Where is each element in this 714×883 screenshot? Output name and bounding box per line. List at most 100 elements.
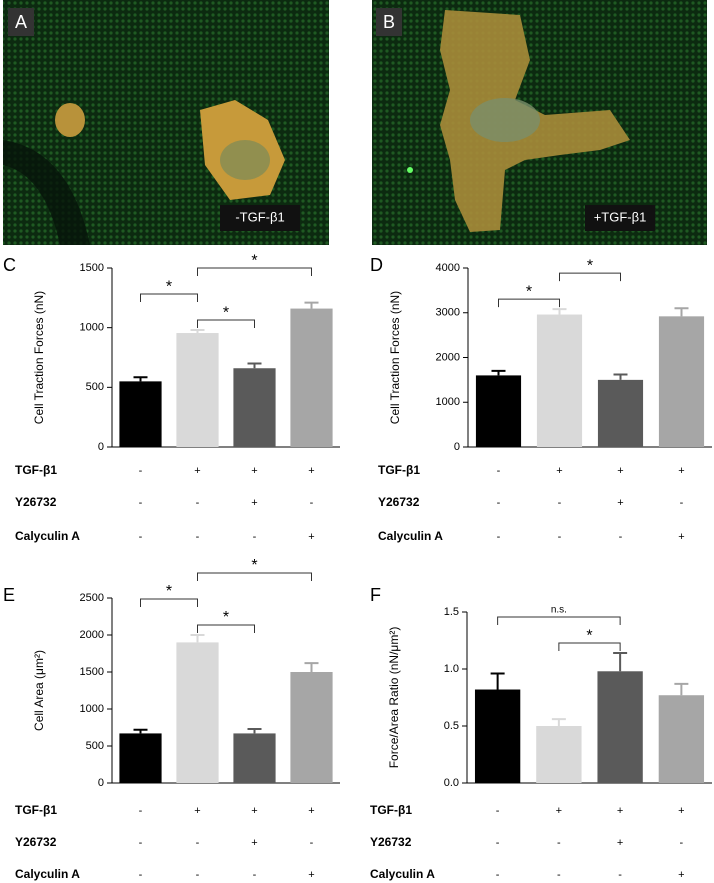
condition-value: - <box>139 837 143 849</box>
condition-value: - <box>497 465 501 477</box>
condition-name: Calyculin A <box>15 529 80 543</box>
condition-value: + <box>556 805 562 817</box>
significance-bracket <box>140 598 198 607</box>
y-tick-label: 1500 <box>80 262 104 274</box>
y-tick-label: 1500 <box>80 666 104 678</box>
condition-name: TGF-β1 <box>15 803 57 817</box>
error-bar <box>133 728 148 734</box>
image-b: B +TGF-β1 <box>372 0 707 245</box>
significance-bracket <box>197 267 312 277</box>
condition-name: Calyculin A <box>15 867 80 881</box>
image-a: A -TGF-β1 <box>3 0 329 245</box>
bar <box>474 689 521 783</box>
condition-value: + <box>308 805 314 817</box>
y-axis-label: Cell Traction Forces (nN) <box>32 291 46 424</box>
condition-value: + <box>617 805 623 817</box>
condition-value: - <box>253 531 257 543</box>
significance-bracket <box>197 624 255 633</box>
error-bar <box>491 369 506 376</box>
y-tick-label: 0 <box>98 777 104 789</box>
condition-value: + <box>251 837 257 849</box>
bar <box>290 308 333 447</box>
chart-panel: F Force/Area Ratio (nN/μm²) 0.0 0.5 1.0 1.5 TG… <box>370 585 712 881</box>
significance-label: * <box>526 283 532 300</box>
y-tick-label: 1000 <box>80 703 104 715</box>
chart-panel: E Cell Area (μm²) 0 500 1000 1500 2000 2500 TGF-… <box>3 557 340 881</box>
condition-value: + <box>678 869 684 881</box>
condition-value: - <box>497 497 501 509</box>
condition-value: - <box>196 497 200 509</box>
bar <box>536 314 583 447</box>
condition-value: - <box>196 869 200 881</box>
condition-value: + <box>617 837 623 849</box>
condition-name: TGF-β1 <box>370 803 412 817</box>
condition-value: - <box>557 837 561 849</box>
panel-label: B <box>383 12 395 32</box>
y-axis-label: Cell Traction Forces (nN) <box>388 291 402 424</box>
condition-value: - <box>558 497 562 509</box>
y-tick-label: 1000 <box>436 396 460 408</box>
error-bar <box>674 307 689 317</box>
image-caption: -TGF-β1 <box>235 209 284 224</box>
bar <box>658 695 705 783</box>
error-bar <box>190 634 205 643</box>
condition-value: + <box>251 497 257 509</box>
y-tick-label: 4000 <box>436 262 460 274</box>
condition-name: Calyculin A <box>370 867 435 881</box>
significance-label: * <box>251 252 257 269</box>
condition-name: Y26732 <box>15 835 57 849</box>
significance-label: * <box>166 278 172 295</box>
condition-value: + <box>556 465 562 477</box>
y-tick-label: 2000 <box>80 629 104 641</box>
condition-value: - <box>558 531 562 543</box>
significance-bracket <box>559 272 621 282</box>
condition-name: Y26732 <box>15 495 57 509</box>
bar <box>475 375 522 447</box>
significance-label: * <box>223 609 229 626</box>
condition-value: + <box>617 465 623 477</box>
significance-bracket <box>197 319 255 329</box>
condition-value: + <box>678 531 684 543</box>
error-bar <box>613 652 628 672</box>
y-tick-label: 1.0 <box>444 663 459 675</box>
significance-bracket <box>498 298 560 308</box>
y-axis-label: Force/Area Ratio (nN/μm²) <box>387 627 401 769</box>
condition-value: + <box>194 465 200 477</box>
panel-label: D <box>370 255 383 275</box>
bar <box>290 672 333 783</box>
condition-value: - <box>619 531 623 543</box>
panel-label: F <box>370 585 381 605</box>
y-tick-label: 0.0 <box>444 777 459 789</box>
condition-value: + <box>678 465 684 477</box>
condition-value: - <box>139 531 143 543</box>
condition-value: - <box>557 869 561 881</box>
condition-name: TGF-β1 <box>378 463 420 477</box>
error-bar <box>613 373 628 380</box>
condition-value: - <box>496 837 500 849</box>
condition-value: - <box>139 497 143 509</box>
error-bar <box>133 376 148 382</box>
condition-name: TGF-β1 <box>15 463 57 477</box>
condition-value: - <box>253 869 257 881</box>
condition-value: - <box>496 805 500 817</box>
condition-name: Y26732 <box>370 835 412 849</box>
significance-bracket <box>497 616 621 626</box>
significance-bracket <box>558 642 621 652</box>
condition-value: + <box>251 465 257 477</box>
condition-value: - <box>196 531 200 543</box>
significance-label: n.s. <box>551 605 567 616</box>
y-tick-label: 0.5 <box>444 720 459 732</box>
condition-value: - <box>139 465 143 477</box>
significance-bracket <box>197 572 312 581</box>
error-bar <box>304 301 319 309</box>
y-tick-label: 1.5 <box>444 606 459 618</box>
condition-value: + <box>308 531 314 543</box>
significance-label: * <box>223 304 229 321</box>
panel-label: E <box>3 585 15 605</box>
condition-value: - <box>310 497 314 509</box>
bar <box>536 726 582 783</box>
panel-label: A <box>15 12 27 32</box>
error-bar <box>247 362 262 369</box>
condition-name: Y26732 <box>378 495 420 509</box>
bar <box>597 671 643 783</box>
